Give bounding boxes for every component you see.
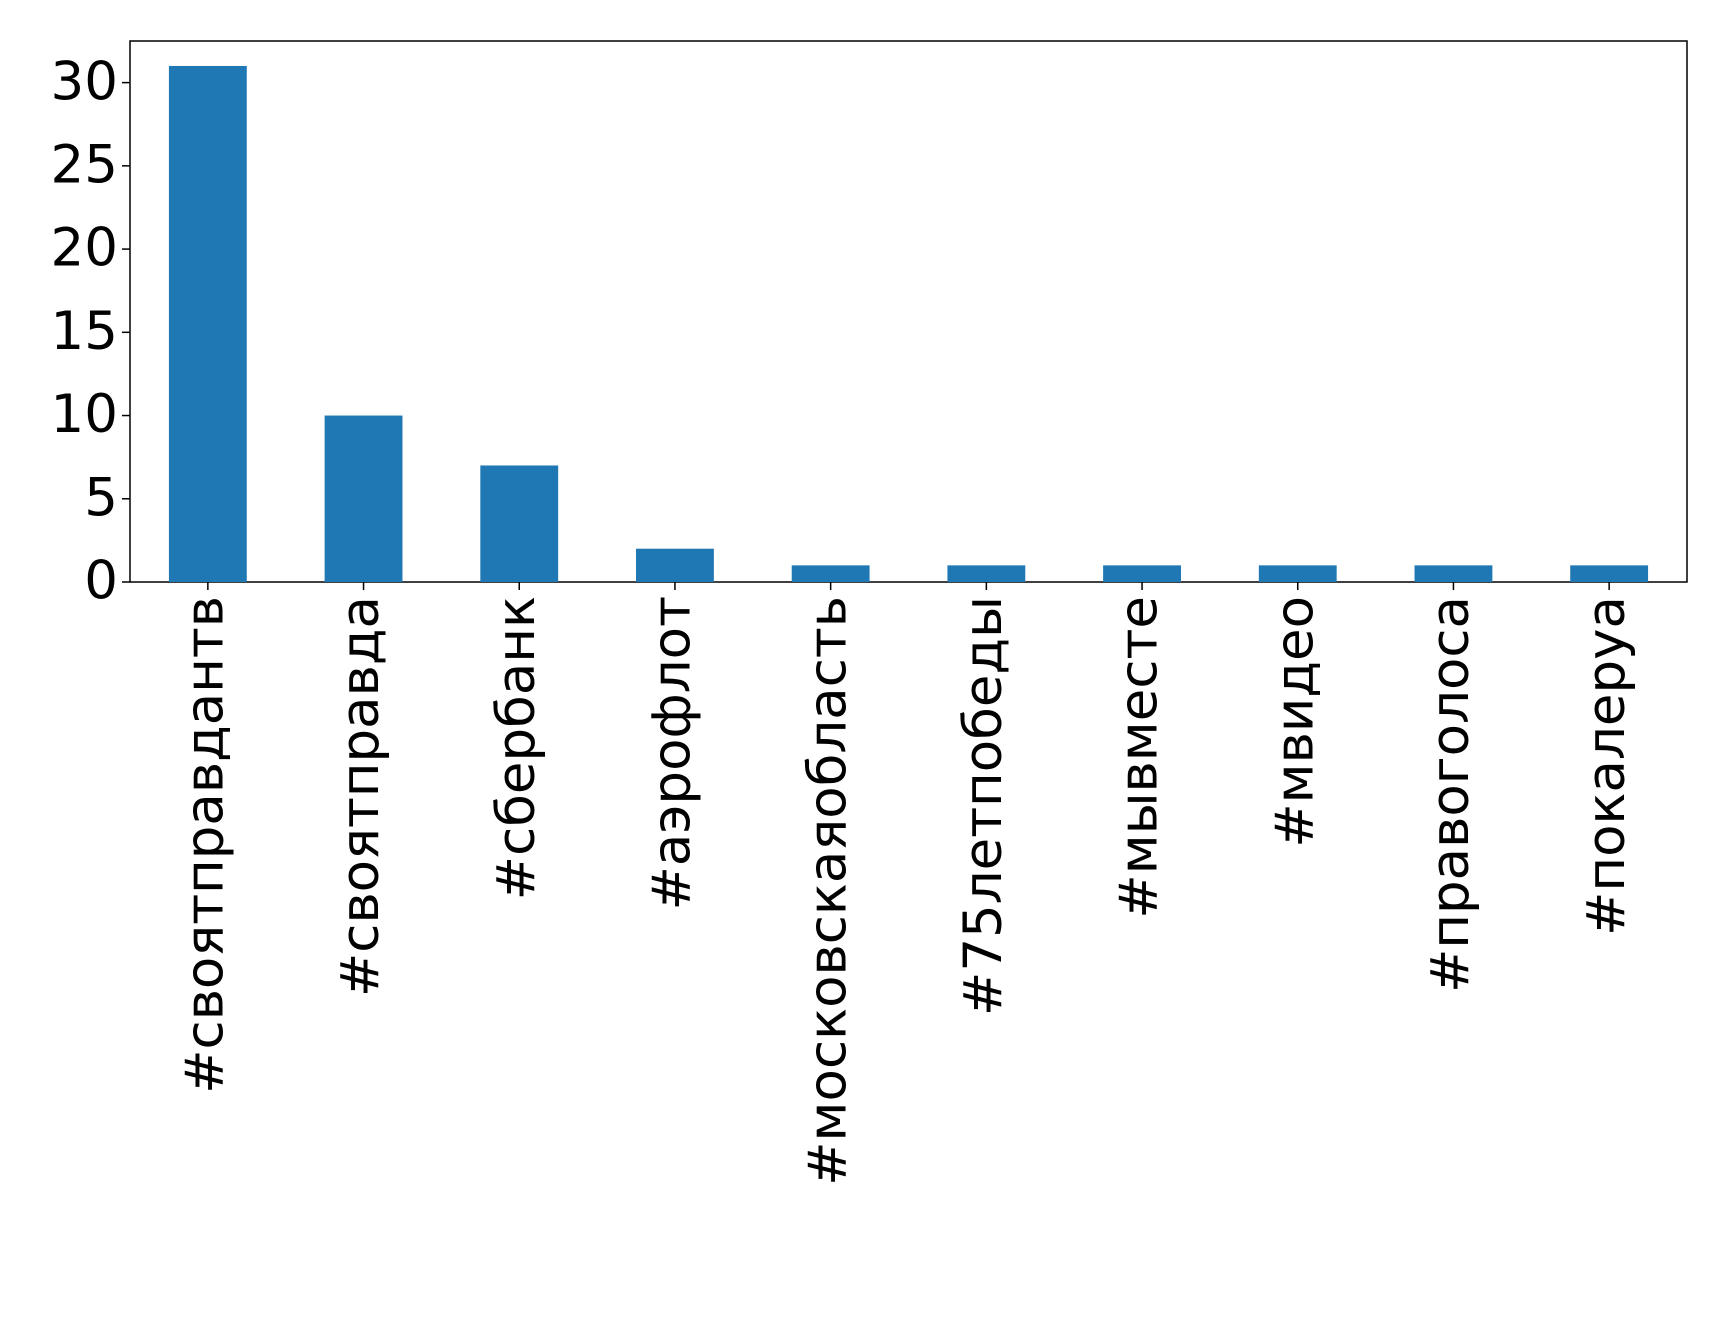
x-tick-label: #своятправдантв [174, 596, 235, 1094]
y-tick-label: 25 [51, 134, 118, 195]
bar [1103, 565, 1181, 582]
y-tick-label: 30 [51, 51, 118, 112]
y-tick-label: 0 [84, 551, 118, 612]
x-tick-label: #аэрофлот [642, 596, 703, 911]
bar [324, 415, 403, 582]
x-tick-label: #правоголоса [1420, 596, 1481, 993]
bar [791, 565, 870, 582]
y-tick-label: 5 [84, 467, 118, 528]
x-tick-label: #московскаяобласть [797, 596, 858, 1186]
y-tick-label: 15 [51, 301, 118, 362]
plot-frame [129, 40, 1688, 583]
bar [636, 548, 714, 582]
x-tick-label: #своятправда [330, 596, 391, 997]
bar [480, 465, 559, 582]
x-tick-label: #покалеруа [1576, 596, 1637, 936]
x-tick-label: #мвидео [1264, 596, 1325, 848]
y-tick-label: 10 [51, 384, 118, 445]
bar [1570, 565, 1649, 582]
bar [947, 565, 1026, 582]
bar [1414, 565, 1493, 582]
bar [1258, 565, 1337, 582]
x-tick-label: #75летпобеды [953, 596, 1014, 1016]
bar [168, 65, 247, 582]
y-tick-label: 20 [51, 218, 118, 279]
x-tick-label: #сбербанк [486, 596, 547, 900]
x-tick-label: #мывместе [1109, 596, 1170, 919]
